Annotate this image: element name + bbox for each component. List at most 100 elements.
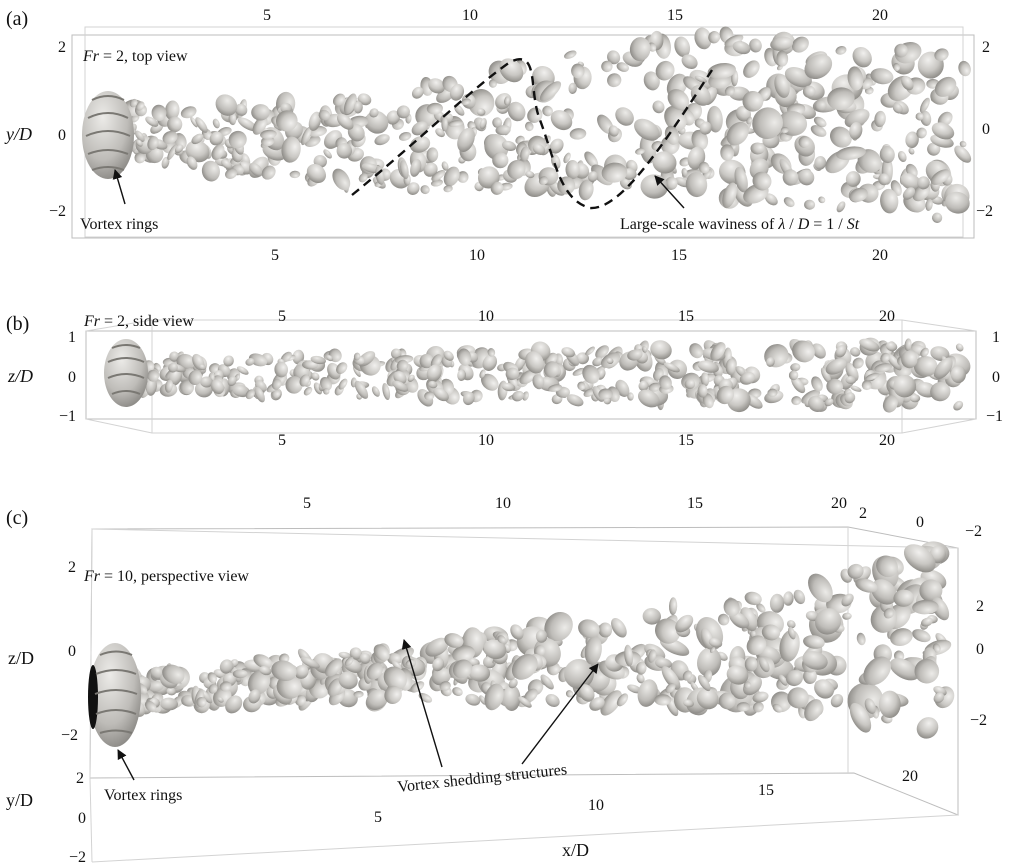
- svg-text:20: 20: [879, 432, 895, 449]
- isosurface-blob: [373, 644, 390, 661]
- isosurface-blob: [723, 598, 740, 617]
- isosurface-blob: [798, 169, 815, 186]
- isosurface-blob: [601, 60, 613, 73]
- isosurface-blob: [752, 107, 783, 140]
- isosurface-blob: [160, 697, 178, 711]
- isosurface-blob: [697, 647, 722, 677]
- vortex-rings-b: [104, 339, 148, 407]
- isosurface-blob: [549, 138, 564, 154]
- panel-b-z-axis-label: z/D: [7, 366, 33, 386]
- isosurface-blob: [550, 110, 573, 131]
- svg-text:2: 2: [859, 505, 867, 522]
- isosurface-blob: [566, 394, 584, 407]
- isosurface-blob: [326, 355, 334, 362]
- isosurface-blob: [856, 632, 866, 646]
- isosurface-blob: [791, 36, 809, 53]
- isosurface-blob: [426, 147, 439, 163]
- isosurface-blob: [736, 702, 751, 712]
- isosurface-blob: [885, 341, 898, 352]
- isosurface-blob: [871, 579, 897, 605]
- panel-c-perspective-view: (c) Fr = 10, perspective view z/D y/D x/…: [6, 495, 987, 866]
- isosurface-blob: [691, 129, 709, 151]
- isosurface-blob: [538, 176, 549, 185]
- isosurface-blob: [798, 136, 811, 148]
- isosurface-blob: [219, 659, 234, 674]
- isosurface-blob: [890, 628, 913, 647]
- isosurface-blob: [336, 113, 354, 130]
- isosurface-blob: [864, 698, 876, 714]
- isosurface-blob: [292, 349, 305, 365]
- isosurface-blob: [522, 391, 529, 401]
- isosurface-blob: [228, 130, 247, 149]
- isosurface-blob: [457, 348, 472, 366]
- svg-text:5: 5: [263, 7, 271, 24]
- isosurface-blob: [449, 83, 465, 101]
- svg-text:2: 2: [976, 598, 984, 615]
- isosurface-blob: [655, 618, 681, 644]
- svg-text:−2: −2: [970, 712, 987, 729]
- isosurface-blob: [804, 199, 816, 210]
- panel-b-isosurfaces: [140, 337, 971, 413]
- isosurface-blob: [492, 152, 509, 169]
- panel-c-frame: [89, 526, 959, 863]
- waviness-dashed-line: [351, 58, 714, 210]
- isosurface-blob: [958, 60, 971, 77]
- panel-b-x-ticks-top: 5 10 15 20: [278, 308, 895, 325]
- isosurface-blob: [682, 670, 693, 681]
- isosurface-blob: [791, 376, 806, 394]
- isosurface-blob: [607, 73, 622, 88]
- isosurface-blob: [519, 369, 537, 385]
- isosurface-blob: [467, 89, 495, 117]
- isosurface-blob: [752, 171, 772, 191]
- isosurface-blob: [746, 635, 767, 656]
- isosurface-blob: [198, 364, 207, 371]
- isosurface-blob: [563, 152, 571, 164]
- isosurface-blob: [841, 593, 854, 607]
- panel-c-y-axis-label: y/D: [6, 790, 33, 810]
- isosurface-blob: [744, 656, 758, 672]
- isosurface-blob: [411, 121, 428, 136]
- isosurface-blob: [248, 689, 261, 704]
- isosurface-blob: [785, 670, 804, 687]
- isosurface-blob: [718, 692, 736, 710]
- isosurface-blob: [790, 363, 801, 372]
- isosurface-blob: [584, 151, 599, 168]
- isosurface-blob: [387, 653, 402, 665]
- isosurface-blob: [667, 89, 690, 111]
- svg-text:15: 15: [758, 782, 774, 799]
- isosurface-blob: [959, 141, 967, 148]
- isosurface-blob: [428, 78, 445, 94]
- isosurface-blob: [746, 117, 753, 125]
- isosurface-blob: [165, 100, 180, 121]
- isosurface-blob: [359, 652, 371, 664]
- isosurface-blob: [508, 678, 518, 689]
- isosurface-blob: [608, 125, 619, 137]
- panel-c-y-ticks-left: 2 0 −2: [69, 770, 86, 866]
- isosurface-blob: [835, 46, 847, 55]
- isosurface-blob: [954, 145, 972, 163]
- isosurface-blob: [167, 144, 178, 161]
- isosurface-blob: [836, 146, 866, 160]
- isosurface-blob: [694, 75, 707, 83]
- isosurface-blob: [766, 357, 775, 367]
- isosurface-blob: [147, 369, 159, 382]
- isosurface-blob: [479, 695, 487, 705]
- isosurface-blob: [726, 665, 749, 685]
- isosurface-blob: [710, 342, 726, 361]
- isosurface-blob: [849, 187, 868, 202]
- isosurface-blob: [743, 60, 760, 78]
- panel-b-y-ticks-right: 1 0 −1: [986, 329, 1003, 425]
- isosurface-blob: [787, 687, 809, 709]
- isosurface-blob: [353, 365, 361, 378]
- isosurface-blob: [254, 386, 265, 403]
- isosurface-blob: [510, 624, 524, 640]
- isosurface-blob: [584, 636, 602, 665]
- isosurface-blob: [501, 382, 516, 392]
- isosurface-blob: [892, 103, 903, 114]
- isosurface-blob: [490, 181, 504, 195]
- isosurface-blob: [336, 143, 353, 159]
- isosurface-blob: [507, 101, 526, 122]
- isosurface-blob: [481, 373, 499, 391]
- isosurface-blob: [249, 162, 263, 177]
- vortex-rings-c-arrow: [117, 749, 135, 781]
